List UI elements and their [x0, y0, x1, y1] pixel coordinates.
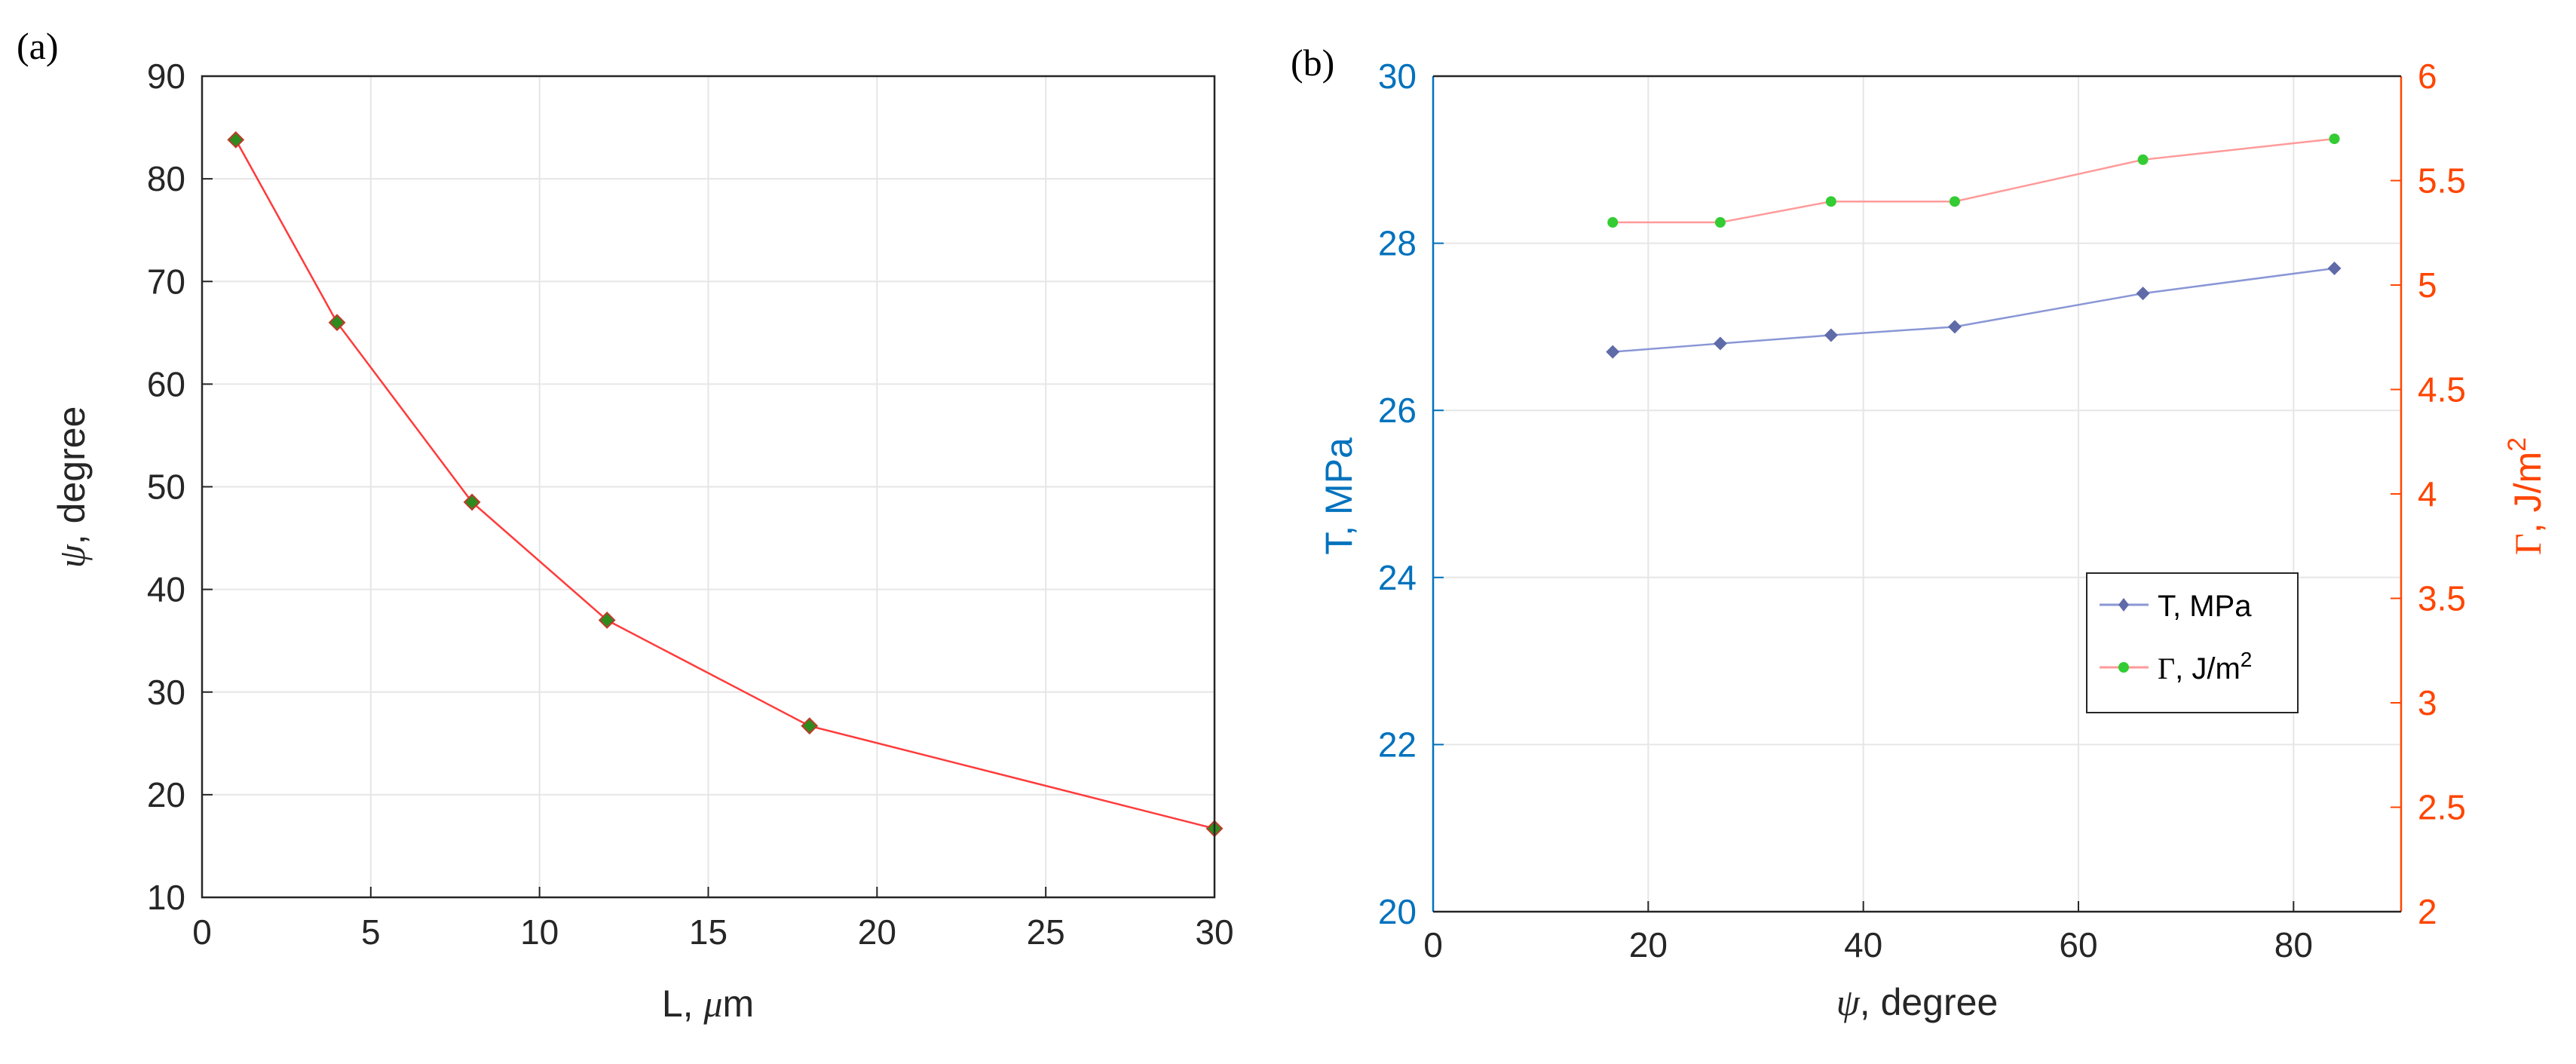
panel-a-data-point — [801, 717, 819, 735]
panel-b-x-tick-label: 80 — [2274, 925, 2313, 964]
panel-b-right-tick-label: 2 — [2418, 892, 2437, 931]
legend-label-gamma: Γ, J/m2 — [2158, 648, 2252, 685]
panel-a-plot-area — [227, 130, 1224, 838]
panel-a-y-tick-label: 50 — [147, 468, 185, 507]
panel-b-left-tick-label: 20 — [1378, 892, 1417, 931]
panel-a-y-axis-label: ψ, degree — [51, 406, 93, 569]
panel-b-left-tick-label: 24 — [1378, 558, 1417, 597]
panel-b-data-point-t — [1606, 345, 1620, 359]
panel-b-right-tick-label: 5.5 — [2418, 161, 2466, 201]
panel-b-data-point-t — [1824, 328, 1838, 342]
panel-b-left-y-axis-label: T, MPa — [1318, 437, 1360, 555]
panel-a-x-tick-label: 25 — [1027, 912, 1065, 952]
panel-a-y-tick-label: 10 — [147, 878, 185, 917]
panel-b-right-tick-label: 6 — [2418, 57, 2437, 96]
panel-b-right-tick-label: 3 — [2418, 683, 2437, 722]
panel-a-tick-labels: 0 5 10 15 20 25 30 10 20 30 40 50 60 70 80 90 — [147, 57, 1234, 952]
panel-b-data-point-t — [2136, 287, 2150, 301]
panel-a-x-tick-label: 15 — [689, 912, 727, 952]
legend-marker-t — [2118, 598, 2129, 612]
panel-b: (b) 0 20 40 60 8020222426283022.533.544.555.… — [1291, 41, 2549, 1023]
panel-a-data-point — [328, 314, 346, 332]
panel-b-data-point-gamma — [1949, 196, 1960, 207]
panel-b-data-point-t — [1947, 320, 1962, 334]
panel-b-data-point-t — [1713, 336, 1727, 351]
panel-a-x-tick-label: 10 — [520, 912, 559, 952]
panel-b-right-tick-label: 4.5 — [2418, 370, 2466, 409]
panel-b-plot-area — [1606, 133, 2342, 359]
panel-b-x-tick-label: 20 — [1629, 925, 1668, 964]
panel-b-left-tick-label: 30 — [1378, 57, 1417, 96]
panel-b-data-point-gamma — [1607, 216, 1619, 228]
panel-a-y-tick-label: 60 — [147, 364, 185, 403]
panel-a-x-tick-label: 5 — [361, 912, 381, 952]
legend-marker-gamma — [2118, 662, 2129, 673]
legend-label-t: T, MPa — [2158, 590, 2252, 623]
panel-b-series-line-0 — [1613, 267, 2335, 353]
panel-a-data-point — [227, 130, 245, 149]
panel-b-right-tick-label: 2.5 — [2418, 788, 2466, 827]
panel-a-y-tick-label: 20 — [147, 775, 185, 814]
panel-b-right-y-axis-label: Γ, J/m2 — [2503, 437, 2549, 555]
panel-a-x-tick-label: 20 — [858, 912, 896, 952]
panel-b-data-point-t — [2327, 261, 2342, 275]
panel-b-data-point-gamma — [2137, 154, 2149, 165]
panel-a-y-tick-label: 80 — [147, 159, 185, 198]
panel-a-x-axis-label: L, μm — [662, 983, 754, 1025]
panel-a-label: (a) — [17, 25, 59, 67]
panel-a-y-tick-label: 90 — [147, 57, 185, 96]
panel-a-grid — [201, 75, 1215, 898]
panel-a-series-line — [234, 139, 1215, 830]
panel-a-x-tick-label: 30 — [1195, 912, 1233, 952]
panel-a-axes-box — [201, 75, 1216, 899]
panel-b-left-tick-label: 28 — [1378, 224, 1417, 263]
panel-a-y-tick-label: 70 — [147, 262, 185, 301]
panel-b-x-tick-label: 60 — [2059, 925, 2097, 964]
panel-a-data-point — [598, 612, 616, 629]
panel-b-series-line-1 — [1613, 137, 2335, 224]
panel-b-label: (b) — [1291, 41, 1334, 84]
legend-box — [2086, 572, 2299, 713]
panel-b-data-point-gamma — [1825, 196, 1836, 207]
panel-a: (a) 0 5 10 15 20 25 30 10 20 30 40 50 60 70 80 90 L, μm… — [17, 25, 1234, 1025]
panel-b-data-point-gamma — [1714, 216, 1726, 228]
legend: T, MPa Γ, J/m2 — [2086, 572, 2299, 713]
panel-a-x-tick-label: 0 — [192, 912, 212, 952]
panel-b-x-tick-label: 40 — [1844, 925, 1882, 964]
panel-b-right-tick-label: 4 — [2418, 474, 2437, 514]
panel-b-left-tick-label: 22 — [1378, 725, 1417, 764]
panel-a-data-point — [463, 493, 481, 511]
panel-b-right-tick-label: 5 — [2418, 265, 2437, 305]
panel-a-y-tick-label: 40 — [147, 570, 185, 609]
panel-b-data-point-gamma — [2329, 133, 2340, 145]
panel-b-x-axis-label: ψ, degree — [1836, 981, 1999, 1023]
panel-b-x-tick-label: 0 — [1423, 925, 1443, 964]
panel-b-right-tick-label: 3.5 — [2418, 579, 2466, 618]
panel-b-left-tick-label: 26 — [1378, 391, 1417, 430]
panel-a-y-tick-label: 30 — [147, 673, 185, 712]
